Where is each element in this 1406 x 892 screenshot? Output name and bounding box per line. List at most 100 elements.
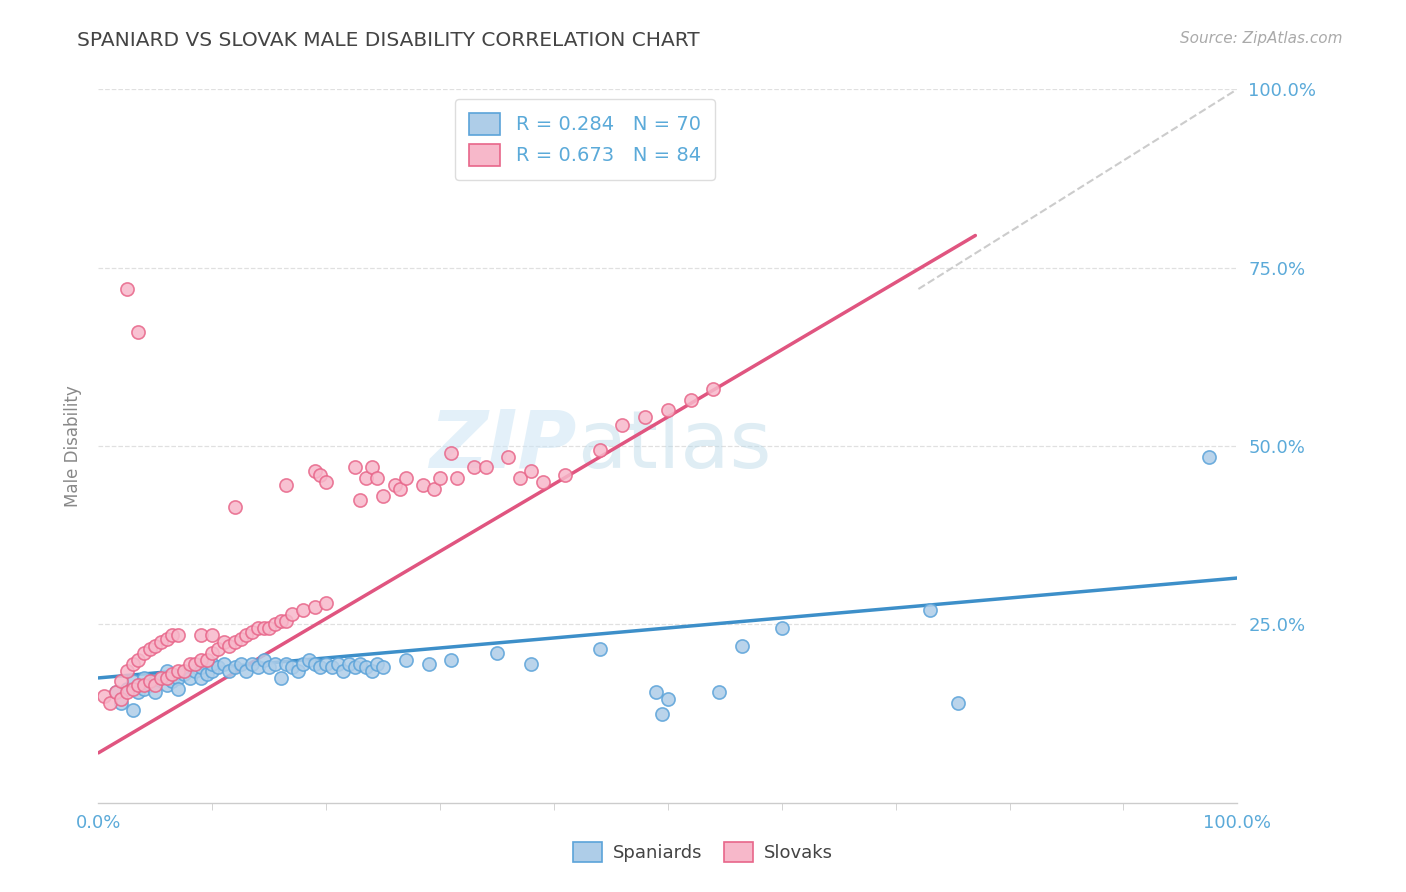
Point	[588, 642, 610, 657]
Point	[1198, 450, 1220, 464]
Point	[440, 446, 463, 460]
Legend: Spaniards, Slovaks: Spaniards, Slovaks	[567, 834, 839, 870]
Point	[132, 681, 155, 696]
Point	[326, 657, 349, 671]
Point	[201, 628, 224, 642]
Point	[770, 621, 793, 635]
Point	[224, 500, 246, 514]
Point	[281, 607, 304, 621]
Point	[366, 471, 388, 485]
Point	[389, 482, 412, 496]
Point	[127, 325, 149, 339]
Point	[104, 685, 127, 699]
Point	[918, 603, 941, 617]
Point	[412, 478, 434, 492]
Point	[588, 442, 610, 457]
Point	[520, 657, 543, 671]
Point	[110, 692, 132, 706]
Point	[384, 478, 406, 492]
Point	[156, 671, 179, 685]
Point	[651, 706, 673, 721]
Point	[98, 696, 121, 710]
Point	[179, 657, 201, 671]
Point	[179, 671, 201, 685]
Point	[315, 475, 337, 489]
Point	[395, 471, 418, 485]
Text: SPANIARD VS SLOVAK MALE DISABILITY CORRELATION CHART: SPANIARD VS SLOVAK MALE DISABILITY CORRE…	[77, 31, 700, 50]
Point	[127, 678, 149, 692]
Point	[190, 653, 212, 667]
Point	[195, 653, 218, 667]
Point	[138, 674, 160, 689]
Point	[264, 617, 287, 632]
Text: atlas: atlas	[576, 407, 770, 485]
Point	[463, 460, 485, 475]
Point	[104, 685, 127, 699]
Point	[121, 657, 143, 671]
Point	[145, 639, 167, 653]
Point	[309, 660, 332, 674]
Point	[315, 657, 337, 671]
Point	[349, 492, 371, 507]
Legend: R = 0.284   N = 70, R = 0.673   N = 84: R = 0.284 N = 70, R = 0.673 N = 84	[456, 99, 714, 180]
Point	[259, 660, 281, 674]
Point	[354, 660, 377, 674]
Point	[240, 624, 263, 639]
Point	[948, 696, 970, 710]
Point	[246, 621, 269, 635]
Point	[121, 681, 143, 696]
Text: ZIP: ZIP	[429, 407, 576, 485]
Point	[634, 410, 657, 425]
Point	[167, 671, 190, 685]
Point	[156, 678, 179, 692]
Point	[212, 657, 235, 671]
Point	[121, 703, 143, 717]
Point	[395, 653, 418, 667]
Point	[304, 599, 326, 614]
Point	[235, 664, 257, 678]
Point	[218, 664, 240, 678]
Point	[498, 450, 520, 464]
Point	[115, 282, 138, 296]
Point	[554, 467, 576, 482]
Point	[509, 471, 531, 485]
Point	[246, 660, 269, 674]
Point	[132, 646, 155, 660]
Point	[138, 642, 160, 657]
Point	[371, 489, 394, 503]
Point	[207, 660, 229, 674]
Point	[252, 653, 274, 667]
Point	[224, 660, 246, 674]
Point	[167, 628, 190, 642]
Point	[115, 664, 138, 678]
Point	[349, 657, 371, 671]
Point	[520, 464, 543, 478]
Point	[195, 667, 218, 681]
Point	[224, 635, 246, 649]
Point	[360, 460, 382, 475]
Point	[162, 628, 184, 642]
Point	[270, 614, 292, 628]
Point	[240, 657, 263, 671]
Point	[354, 471, 377, 485]
Point	[276, 657, 298, 671]
Point	[292, 603, 315, 617]
Point	[150, 671, 173, 685]
Point	[292, 657, 315, 671]
Point	[212, 635, 235, 649]
Point	[145, 678, 167, 692]
Point	[276, 614, 298, 628]
Point	[474, 460, 496, 475]
Point	[201, 646, 224, 660]
Point	[132, 671, 155, 685]
Point	[264, 657, 287, 671]
Point	[201, 657, 224, 671]
Point	[418, 657, 440, 671]
Point	[127, 685, 149, 699]
Point	[115, 681, 138, 696]
Point	[304, 464, 326, 478]
Point	[150, 635, 173, 649]
Point	[252, 621, 274, 635]
Point	[190, 660, 212, 674]
Point	[731, 639, 754, 653]
